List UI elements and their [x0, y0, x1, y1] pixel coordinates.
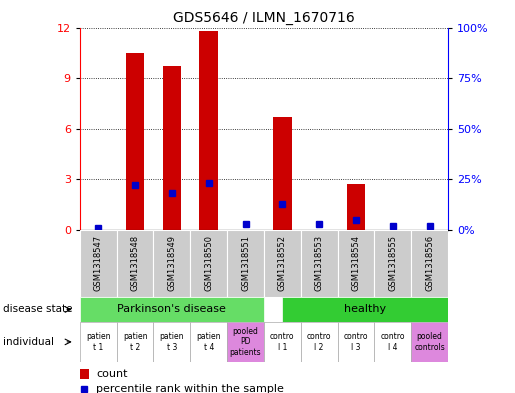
Bar: [227, 230, 264, 297]
Bar: [264, 322, 301, 362]
Text: patien
t 1: patien t 1: [86, 332, 111, 352]
Bar: [80, 322, 117, 362]
Bar: [338, 322, 374, 362]
Title: GDS5646 / ILMN_1670716: GDS5646 / ILMN_1670716: [173, 11, 355, 25]
Text: GSM1318552: GSM1318552: [278, 235, 287, 291]
Text: GSM1318551: GSM1318551: [241, 235, 250, 291]
Text: GSM1318556: GSM1318556: [425, 235, 434, 291]
Bar: [199, 31, 218, 230]
Bar: [338, 230, 374, 297]
Text: GSM1318550: GSM1318550: [204, 235, 213, 291]
Bar: [301, 230, 338, 297]
Text: GSM1318553: GSM1318553: [315, 235, 323, 291]
Text: healthy: healthy: [344, 305, 386, 314]
Bar: [411, 322, 448, 362]
Text: GSM1318547: GSM1318547: [94, 235, 102, 291]
Bar: [264, 230, 301, 297]
Text: contro
l 2: contro l 2: [307, 332, 332, 352]
Bar: [411, 230, 448, 297]
Bar: [153, 322, 191, 362]
Bar: [116, 230, 153, 297]
Bar: [80, 230, 117, 297]
Text: contro
l 3: contro l 3: [344, 332, 368, 352]
Text: contro
l 4: contro l 4: [381, 332, 405, 352]
Bar: [374, 230, 411, 297]
Bar: [126, 53, 144, 230]
Bar: [273, 117, 291, 230]
Text: GSM1318549: GSM1318549: [167, 235, 176, 291]
Text: patien
t 3: patien t 3: [160, 332, 184, 352]
Bar: [153, 230, 191, 297]
Text: pooled
PD
patients: pooled PD patients: [230, 327, 261, 357]
Text: patien
t 4: patien t 4: [196, 332, 221, 352]
Text: Parkinson's disease: Parkinson's disease: [117, 305, 226, 314]
Bar: [116, 322, 153, 362]
Text: GSM1318555: GSM1318555: [388, 235, 397, 291]
Text: percentile rank within the sample: percentile rank within the sample: [96, 384, 284, 393]
Text: contro
l 1: contro l 1: [270, 332, 295, 352]
Bar: [191, 230, 227, 297]
Text: GSM1318548: GSM1318548: [131, 235, 140, 291]
Text: patien
t 2: patien t 2: [123, 332, 147, 352]
Bar: [191, 322, 227, 362]
Bar: [282, 297, 448, 322]
Text: disease state: disease state: [3, 305, 72, 314]
Text: count: count: [96, 369, 128, 378]
Bar: [80, 297, 264, 322]
Bar: [80, 369, 89, 378]
Text: pooled
controls: pooled controls: [414, 332, 445, 352]
Text: individual: individual: [3, 337, 54, 347]
Text: GSM1318554: GSM1318554: [352, 235, 360, 291]
Bar: [163, 66, 181, 230]
Bar: [347, 184, 365, 230]
Bar: [227, 322, 264, 362]
Bar: [374, 322, 411, 362]
Bar: [301, 322, 338, 362]
